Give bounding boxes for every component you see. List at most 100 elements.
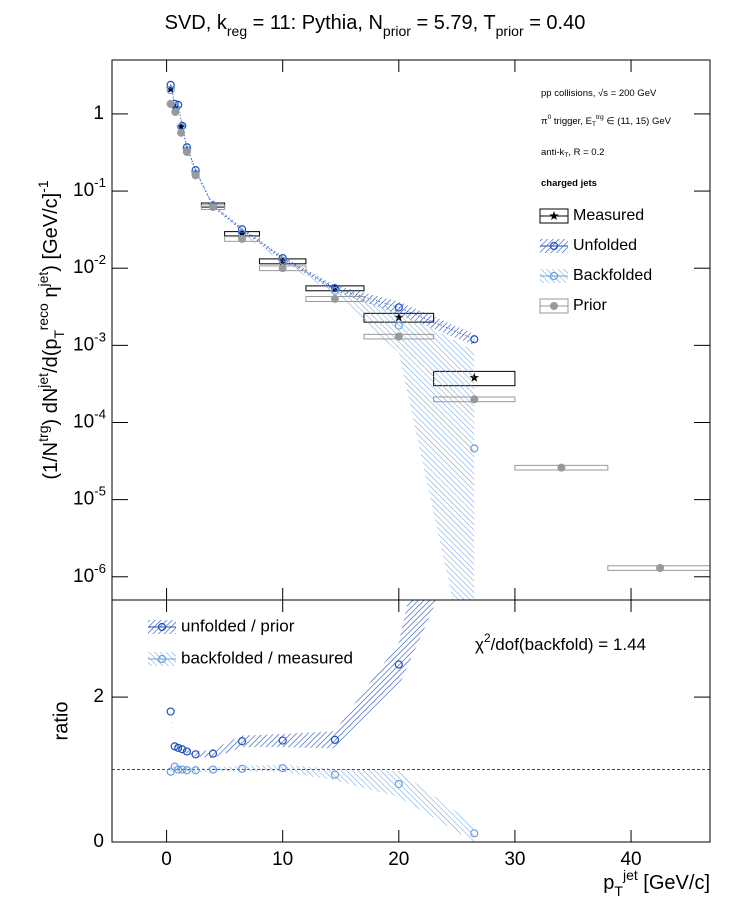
marker [470,395,479,404]
text-part: 10 [73,257,94,278]
text-part: /d(p [40,338,62,372]
legend-marker [549,211,559,221]
marker [656,563,665,572]
text-part: prior [383,23,411,39]
chart-title: SVD, kreg = 11: Pythia, Nprior = 5.79, T… [165,12,586,38]
marker [191,171,200,180]
marker [208,749,218,758]
legend-marker [157,654,167,664]
marker [171,107,180,116]
legend-marker [550,302,558,310]
x-axis-title: pTjet [GeV/c] [603,867,710,899]
y-tick-label: 10-2 [73,252,106,278]
text-part: T [592,121,596,128]
legend-marker [549,241,559,251]
marker [330,286,340,295]
legend-label: Prior [573,297,607,314]
error-band [170,600,438,758]
text-part: (1/N [40,442,62,480]
text-part: anti-k [541,147,564,158]
text-part: χ [475,635,484,654]
text-part: -3 [94,329,106,344]
marker [470,335,479,344]
marker [470,444,479,453]
y-tick-label: 10-5 [73,484,106,510]
text-part: jet [35,373,51,389]
text-part: T [564,152,568,159]
marker [182,766,191,775]
marker [278,763,287,773]
text-part: 10 [73,334,94,355]
marker [166,707,175,716]
x-tick-label: 10 [272,849,293,870]
text-part: = 5.79, T [411,12,496,34]
marker [470,829,479,838]
text-part: ) dN [40,388,62,426]
plot-area [112,600,710,842]
y-axis-title: ratio [50,702,72,741]
annotation: pp collisions, √s = 200 GeV [541,88,657,99]
marker [278,264,287,273]
legend-label: unfolded / prior [181,616,295,635]
annotation: π0 trigger, ETtrg ∈ (11, 15) GeV [541,114,672,128]
text-part: prior [496,23,524,39]
legend-marker [549,271,559,281]
marker [178,765,187,774]
text-part: SVD, k [165,12,228,34]
text-part: charged jets [541,178,597,189]
marker [237,764,247,773]
text-part: ) [GeV/c] [40,193,62,272]
marker [394,660,403,669]
text-part: = 0.40 [524,12,586,34]
y-tick-label: 10-4 [73,407,106,433]
marker [191,750,200,759]
text-part: reg [227,23,247,39]
marker [177,128,186,137]
legend-marker [157,622,167,632]
text-part: pp collisions, √s = 200 GeV [541,88,657,99]
text-part: -1 [94,175,106,190]
text-part: = 11: Pythia, N [247,12,383,34]
marker [394,321,403,330]
text-part: 10 [73,489,94,510]
legend-label: Unfolded [573,237,637,254]
text-part: π [541,116,548,127]
text-part: trigger, E [551,116,592,127]
marker [238,234,247,243]
marker [174,743,183,752]
text-part: 0 [548,114,552,121]
text-part: 2 [484,631,491,645]
text-part: -5 [94,484,106,499]
text-part: jet [35,272,51,288]
legend-label: Backfolded [573,267,652,284]
text-part: -2 [94,252,106,267]
legend-label: Measured [573,207,644,224]
text-part: [GeV/c] [638,872,710,894]
marker [330,735,340,744]
text-part: T [51,329,67,338]
marker [182,747,191,756]
text-part: /dof(backfold) = 1.44 [491,635,646,654]
marker [191,766,200,775]
text-part: -6 [94,561,106,576]
text-part: T [614,883,623,899]
marker [208,765,218,774]
marker [394,332,403,341]
error-band [170,764,475,842]
marker [174,765,183,774]
y-axis-title: (1/Ntrg) dNjet/d(pTreco ηjet) [GeV/c]-1 [35,180,67,480]
marker [166,767,175,776]
y-tick-label: 0 [93,831,104,852]
text-part: trg [596,114,604,121]
y-tick-label: 1 [93,103,104,124]
text-part: η [40,286,62,303]
text-part: , R = 0.2 [568,147,604,158]
marker [182,148,191,157]
text-part: 10 [73,180,94,201]
text-part: -1 [35,180,51,193]
text-part: p [603,872,614,894]
text-part: ∈ (11, 15) GeV [604,116,672,127]
marker [166,99,175,108]
text-part: -4 [94,407,106,422]
